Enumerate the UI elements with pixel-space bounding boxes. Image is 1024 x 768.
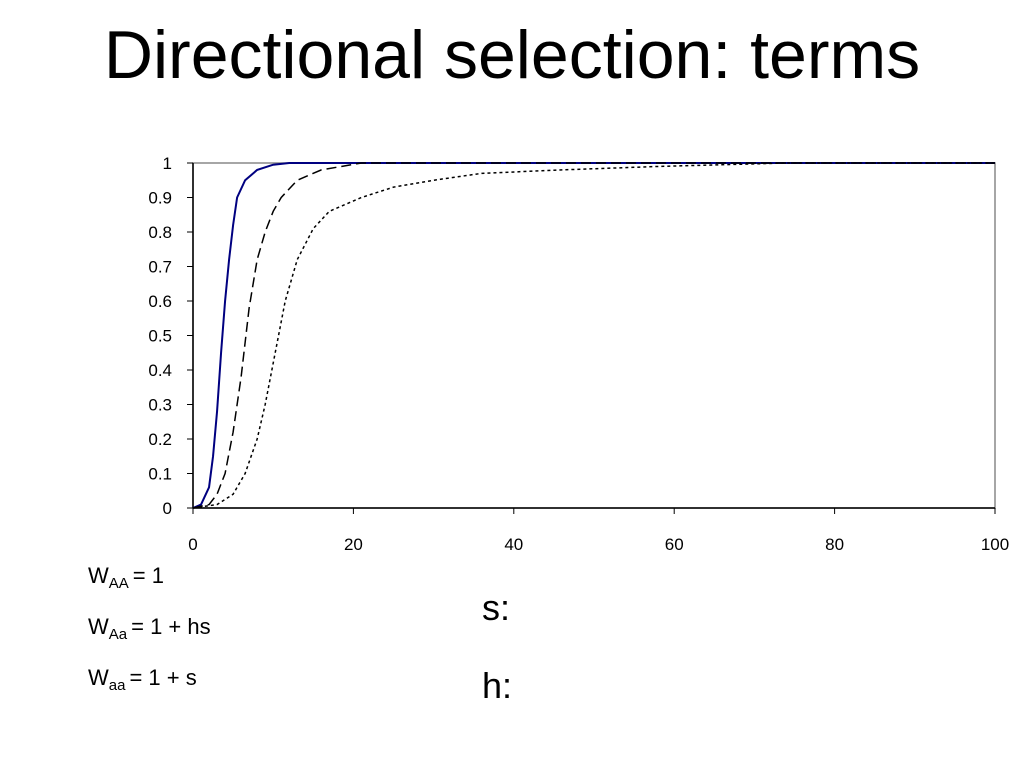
x-tick-label: 40	[504, 535, 523, 554]
equation-rhs: = 1 + s	[129, 665, 196, 690]
slide-title: Directional selection: terms	[104, 17, 920, 93]
y-tick-label: 0.3	[148, 396, 172, 415]
equation: WAA = 1	[88, 563, 164, 592]
equation: Waa = 1 + s	[88, 665, 197, 694]
x-tick-label: 100	[981, 535, 1009, 554]
y-tick-label: 0.8	[148, 223, 172, 242]
equation-rhs: = 1 + hs	[131, 614, 211, 639]
equation-symbol: W	[88, 563, 109, 588]
x-tick-label: 80	[825, 535, 844, 554]
equation-rhs: = 1	[133, 563, 164, 588]
x-tick-label: 0	[188, 535, 197, 554]
y-tick-label: 0.2	[148, 430, 172, 449]
equation-symbol: W	[88, 665, 109, 690]
equation-subscript: aa	[109, 677, 126, 694]
x-tick-label: 60	[665, 535, 684, 554]
y-tick-label: 0.6	[148, 292, 172, 311]
term-label: s:	[482, 587, 510, 628]
x-tick-label: 20	[344, 535, 363, 554]
plot-frame	[192, 162, 996, 509]
data-line	[192, 162, 995, 509]
y-tick-label: 0.4	[148, 361, 172, 380]
y-tick-label: 1	[163, 154, 172, 173]
equation-subscript: Aa	[109, 626, 128, 643]
y-tick-label: 0.7	[148, 258, 172, 277]
equation: WAa = 1 + hs	[88, 614, 211, 643]
equation-subscript: AA	[109, 575, 129, 592]
equation-symbol: W	[88, 614, 109, 639]
term-label: h:	[482, 665, 512, 706]
y-tick-label: 0.9	[148, 189, 172, 208]
data-line	[192, 162, 995, 509]
y-tick-label: 0.1	[148, 465, 172, 484]
y-tick-label: 0	[163, 499, 172, 518]
y-tick-label: 0.5	[148, 327, 172, 346]
data-line	[192, 162, 995, 509]
